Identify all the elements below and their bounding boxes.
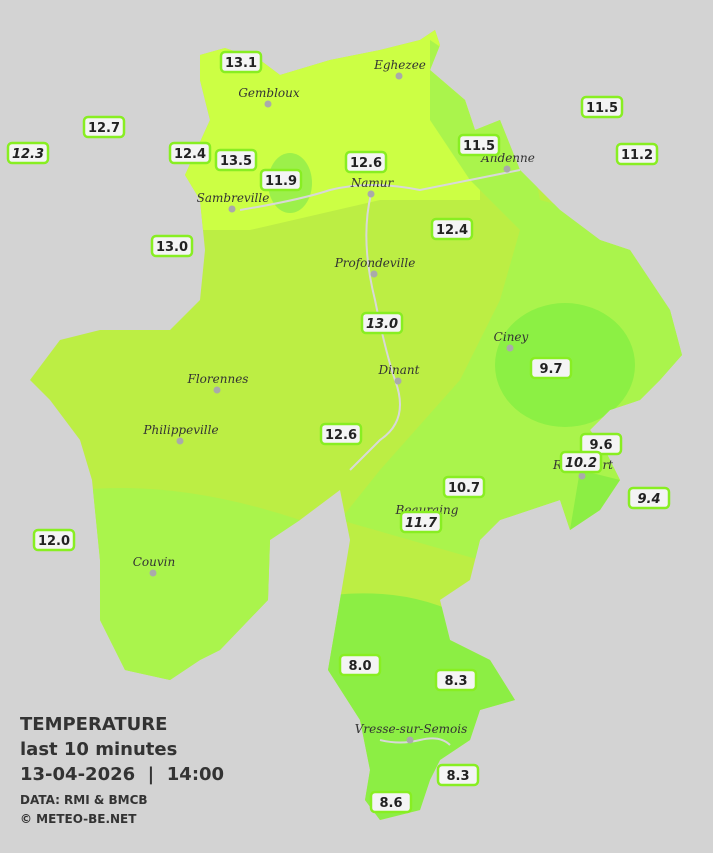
reading-box: [150, 234, 194, 258]
town-dot: [503, 165, 511, 173]
legend-period: last 10 minutes: [20, 739, 177, 760]
reading-value: 13.1: [225, 56, 257, 71]
reading-box: [457, 133, 501, 157]
reading-value: 9.6: [589, 438, 612, 453]
reading-box: [214, 148, 258, 172]
reading-value: 12.7: [88, 121, 120, 136]
town-dot: [394, 377, 402, 385]
river: [349, 193, 401, 471]
reading-box: [442, 475, 486, 499]
reading-box: [168, 141, 212, 165]
reading-value: 9.7: [539, 362, 562, 377]
reading-value: 11.5: [463, 139, 495, 154]
town-label: Vresse-sur-Semois: [355, 722, 468, 736]
readings: 13.1 12.7 12.3 12.4 13.5 11.9 12.6 11.5 11.5 11.2…: [6, 50, 671, 814]
reading-box: [360, 311, 404, 335]
town-label: Ciney: [494, 330, 529, 344]
reading-box: [6, 141, 50, 165]
reading-box: [615, 142, 659, 166]
legend-title: TEMPERATURE: [20, 714, 167, 735]
legend-source: DATA: RMI & BMCB: [20, 793, 148, 807]
reading-box: [399, 510, 443, 534]
town-dot: [370, 270, 378, 278]
reading-value: 8.3: [446, 769, 469, 784]
town-label: Couvin: [133, 555, 175, 569]
reading-box: [259, 168, 303, 192]
reading-value: 10.2: [565, 456, 597, 471]
reading-box: [436, 763, 480, 787]
reading-box: [627, 486, 671, 510]
reading-value: 12.6: [325, 428, 357, 443]
town-dot: [395, 72, 403, 80]
town-label: Namur: [350, 176, 395, 190]
reading-value: 11.5: [586, 101, 618, 116]
reading-box: [219, 50, 263, 74]
reading-box: [32, 528, 76, 552]
reading-box: [580, 95, 624, 119]
town-label: Sambreville: [197, 191, 270, 205]
legend-copyright: © METEO-BE.NET: [20, 812, 137, 826]
town-dot: [578, 472, 586, 480]
reading-value: 11.7: [405, 516, 438, 531]
reading-value: 8.6: [379, 796, 402, 811]
town-label: Florennes: [187, 372, 249, 386]
reading-box: [559, 450, 603, 474]
reading-box: [369, 790, 413, 814]
reading-box: [434, 668, 478, 692]
town-dot: [406, 736, 414, 744]
reading-value: 13.0: [366, 317, 398, 332]
town-label: Philippeville: [142, 423, 218, 437]
reading-value: 11.9: [265, 174, 297, 189]
town-label: Eghezee: [373, 58, 426, 72]
river: [379, 737, 451, 746]
reading-value: 12.4: [436, 223, 468, 238]
town-dot: [506, 344, 514, 352]
reading-value: 12.6: [350, 156, 382, 171]
town-dot: [228, 205, 236, 213]
reading-value: 12.3: [12, 147, 44, 162]
reading-value: 13.0: [156, 240, 188, 255]
town-label: Profondeville: [334, 256, 416, 270]
reading-box: [82, 115, 126, 139]
town-dot: [264, 100, 272, 108]
reading-value: 10.7: [448, 481, 480, 496]
reading-value: 11.2: [621, 148, 653, 163]
reading-box: [338, 653, 382, 677]
town-dot: [176, 437, 184, 445]
reading-value: 13.5: [220, 154, 252, 169]
river: [239, 169, 521, 211]
town-dot: [149, 569, 157, 577]
reading-value: 8.0: [348, 659, 371, 674]
reading-value: 9.4: [637, 492, 660, 507]
reading-box: [344, 150, 388, 174]
reading-value: 8.3: [444, 674, 467, 689]
town-dot: [367, 190, 375, 198]
legend-datetime: 13-04-2026 | 14:00: [20, 764, 224, 785]
town-label: Dinant: [378, 363, 420, 377]
reading-value: 12.0: [38, 534, 70, 549]
town-dot: [213, 386, 221, 394]
reading-box: [319, 422, 363, 446]
reading-value: 12.4: [174, 147, 206, 162]
reading-box: [430, 217, 474, 241]
town-label: Gembloux: [238, 86, 300, 100]
reading-box: [529, 356, 573, 380]
